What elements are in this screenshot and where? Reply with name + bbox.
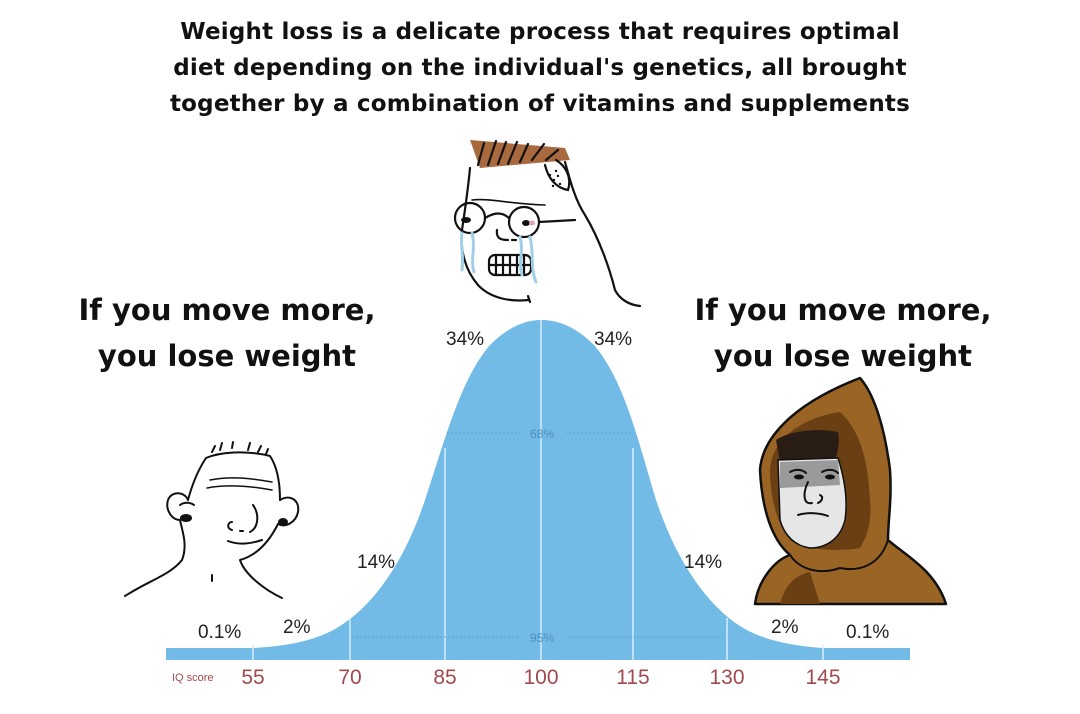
left-caption-line-2: you lose weight [97,339,357,373]
right-caption-line-1: If you move more, [694,293,992,327]
meme-title: Weight loss is a delicate process that r… [100,14,980,122]
right-caption: If you move more, you lose weight [668,287,1018,379]
right-caption-line-2: you lose weight [713,339,973,373]
tick-115: 115 [616,666,649,689]
pct-left-tail: 0.1% [198,622,241,643]
pct-left-34: 34% [446,329,484,350]
pct-left-14: 14% [357,552,395,573]
axis-label-iq-score: IQ score [172,672,214,684]
bell-curve-area [166,320,910,660]
tick-85: 85 [433,666,456,689]
pct-right-2: 2% [771,617,799,638]
tick-55: 55 [241,666,264,689]
tick-145: 145 [805,666,840,689]
pct-right-14: 14% [684,552,722,573]
title-line-2: diet depending on the individual's genet… [173,55,907,81]
pct-right-tail: 0.1% [846,622,889,643]
sd-dividers [252,320,824,660]
simple-wojak-icon [124,441,300,599]
title-line-3: together by a combination of vitamins an… [169,91,911,117]
hooded-wojak-icon [753,376,948,606]
confidence-bands [352,432,725,638]
left-caption: If you move more, you lose weight [52,287,402,379]
pct-left-2: 2% [283,617,311,638]
crying-nerd-icon [453,139,642,308]
pct-right-34: 34% [594,329,632,350]
tick-130: 130 [709,666,744,689]
tick-70: 70 [338,666,361,689]
left-caption-line-1: If you move more, [78,293,376,327]
tick-100: 100 [523,666,558,689]
label-68-percent: 68% [530,427,554,441]
label-95-percent: 95% [530,631,554,645]
title-line-1: Weight loss is a delicate process that r… [180,19,900,45]
